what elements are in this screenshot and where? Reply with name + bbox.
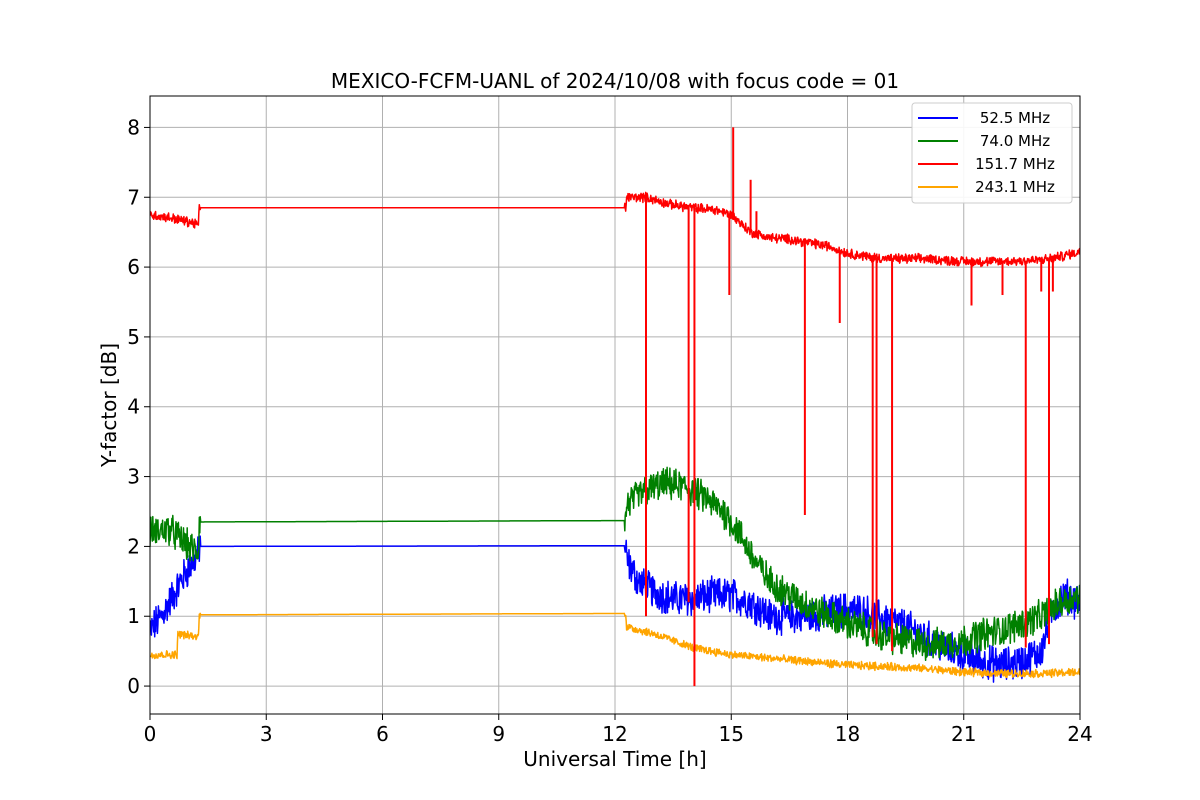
y-tick-label: 6	[127, 255, 140, 279]
x-axis: 0 3 6 9 12 15 18 21 24	[144, 714, 1093, 746]
y-tick-label: 7	[127, 185, 140, 209]
series-line	[150, 191, 1080, 268]
y-tick-label: 5	[127, 325, 140, 349]
legend-box	[911, 102, 1073, 204]
legend-label: 52.5 MHz	[980, 109, 1050, 127]
y-tick-label: 8	[127, 115, 140, 139]
x-tick-label: 9	[492, 722, 505, 746]
y-axis: 0 1 2 3 4 5 6 7 8	[127, 115, 150, 698]
x-tick-label: 3	[260, 722, 273, 746]
x-tick-label: 24	[1067, 722, 1092, 746]
x-tick-label: 18	[835, 722, 860, 746]
legend: 52.5 MHz 74.0 MHz 151.7 MHz 243.1 MHz	[911, 102, 1073, 204]
x-tick-label: 6	[376, 722, 389, 746]
chart-title: MEXICO-FCFM-UANL of 2024/10/08 with focu…	[331, 69, 899, 93]
legend-label: 151.7 MHz	[975, 155, 1055, 173]
x-axis-label: Universal Time [h]	[523, 747, 706, 771]
series-line	[150, 466, 1080, 662]
y-tick-label: 4	[127, 395, 140, 419]
x-tick-label: 15	[719, 722, 744, 746]
y-tick-label: 0	[127, 674, 140, 698]
series-line	[150, 612, 1080, 679]
y-tick-label: 2	[127, 534, 140, 558]
x-tick-label: 0	[144, 722, 157, 746]
legend-label: 243.1 MHz	[975, 178, 1055, 196]
y-tick-label: 1	[127, 604, 140, 628]
y-tick-label: 3	[127, 465, 140, 489]
series-layer	[150, 127, 1080, 687]
legend-label: 74.0 MHz	[980, 132, 1050, 150]
y-axis-label: Y-factor [dB]	[97, 343, 121, 468]
x-tick-label: 21	[951, 722, 976, 746]
x-tick-label: 12	[602, 722, 627, 746]
